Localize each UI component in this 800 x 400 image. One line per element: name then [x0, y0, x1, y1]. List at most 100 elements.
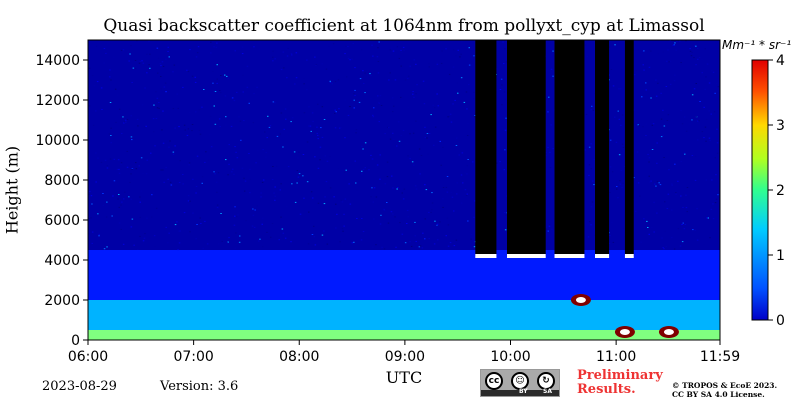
noise-speck [424, 137, 426, 139]
noise-speck [302, 175, 304, 177]
cc-license-badge[interactable]: cc ☺ ↻ BY SA [480, 369, 560, 397]
noise-speck [468, 64, 471, 66]
noise-speck [88, 218, 90, 220]
noise-speck [691, 51, 693, 53]
noise-speck [334, 112, 336, 114]
noise-speck [647, 227, 649, 228]
noise-speck [186, 134, 189, 136]
noise-speck [199, 217, 201, 219]
noise-speck [312, 197, 314, 199]
heatmap-layer [88, 330, 720, 340]
y-tick-label: 8000 [44, 173, 80, 189]
noise-speck [262, 217, 264, 219]
noise-speck [663, 125, 666, 127]
noise-speck [204, 161, 206, 163]
noise-speck [680, 195, 682, 197]
x-tick-label: 11:59 [700, 349, 740, 365]
noise-speck [139, 60, 142, 62]
noise-speck [303, 83, 305, 85]
noise-speck [390, 211, 393, 213]
noise-speck [594, 156, 596, 158]
noise-speck [636, 151, 639, 153]
noise-speck [708, 82, 711, 84]
noise-speck [433, 243, 436, 245]
noise-speck [432, 224, 434, 226]
noise-speck [677, 228, 680, 230]
noise-speck [272, 60, 274, 62]
no-data-period [624, 40, 634, 256]
noise-speck [446, 191, 449, 193]
noise-speck [505, 117, 507, 119]
noise-speck [281, 228, 284, 230]
noise-speck [142, 62, 145, 64]
noise-speck [258, 48, 261, 50]
noise-speck [643, 218, 645, 220]
noise-speck [446, 217, 449, 219]
noise-speck [392, 187, 394, 189]
noise-speck [347, 46, 349, 47]
noise-speck [711, 70, 713, 72]
noise-speck [406, 143, 408, 145]
noise-speck [552, 110, 554, 112]
noise-speck [238, 65, 240, 67]
noise-speck [680, 63, 683, 65]
noise-speck [201, 182, 203, 184]
sa-share-alike-icon: ↻ [537, 372, 555, 390]
noise-speck [323, 230, 325, 232]
noise-speck [169, 140, 171, 142]
noise-speck [379, 178, 381, 180]
noise-speck [376, 164, 379, 166]
noise-speck [216, 191, 218, 193]
noise-speck [608, 46, 610, 48]
noise-speck [129, 182, 131, 183]
noise-speck [106, 167, 109, 169]
noise-speck [144, 87, 146, 89]
noise-speck [228, 43, 230, 45]
noise-speck [141, 104, 144, 106]
noise-speck [448, 115, 451, 117]
noise-speck [495, 68, 498, 70]
noise-speck [321, 63, 323, 65]
noise-speck [402, 198, 405, 200]
noise-speck [206, 243, 209, 245]
noise-speck [673, 44, 675, 46]
cloud-event-core [619, 329, 630, 335]
noise-speck [187, 71, 190, 73]
noise-speck [177, 107, 179, 109]
noise-speck [163, 181, 165, 183]
noise-speck [109, 76, 111, 78]
noise-speck [254, 209, 256, 211]
noise-speck [90, 195, 93, 197]
noise-speck [389, 138, 392, 140]
noise-speck [120, 204, 122, 206]
noise-speck [93, 199, 96, 201]
noise-speck [446, 176, 449, 177]
noise-speck [386, 202, 388, 203]
x-tick-label: 08:00 [279, 349, 319, 365]
noise-speck [165, 167, 167, 168]
noise-speck [125, 119, 127, 121]
noise-speck [256, 149, 259, 151]
noise-speck [337, 79, 340, 81]
noise-speck [346, 76, 348, 78]
noise-speck [414, 221, 416, 223]
noise-speck [168, 232, 170, 234]
noise-speck [354, 160, 356, 162]
noise-speck [232, 168, 234, 170]
noise-speck [200, 223, 202, 224]
noise-speck [116, 168, 119, 170]
noise-speck [650, 180, 652, 182]
noise-speck [461, 40, 463, 42]
noise-speck [216, 78, 218, 80]
noise-speck [179, 160, 181, 162]
noise-speck [398, 57, 401, 59]
noise-speck [552, 75, 554, 77]
noise-speck [243, 190, 246, 192]
noise-speck [697, 58, 699, 60]
noise-speck [284, 108, 287, 110]
noise-speck [409, 65, 411, 67]
noise-speck [425, 189, 428, 191]
noise-speck [274, 102, 276, 104]
noise-speck [649, 149, 651, 151]
